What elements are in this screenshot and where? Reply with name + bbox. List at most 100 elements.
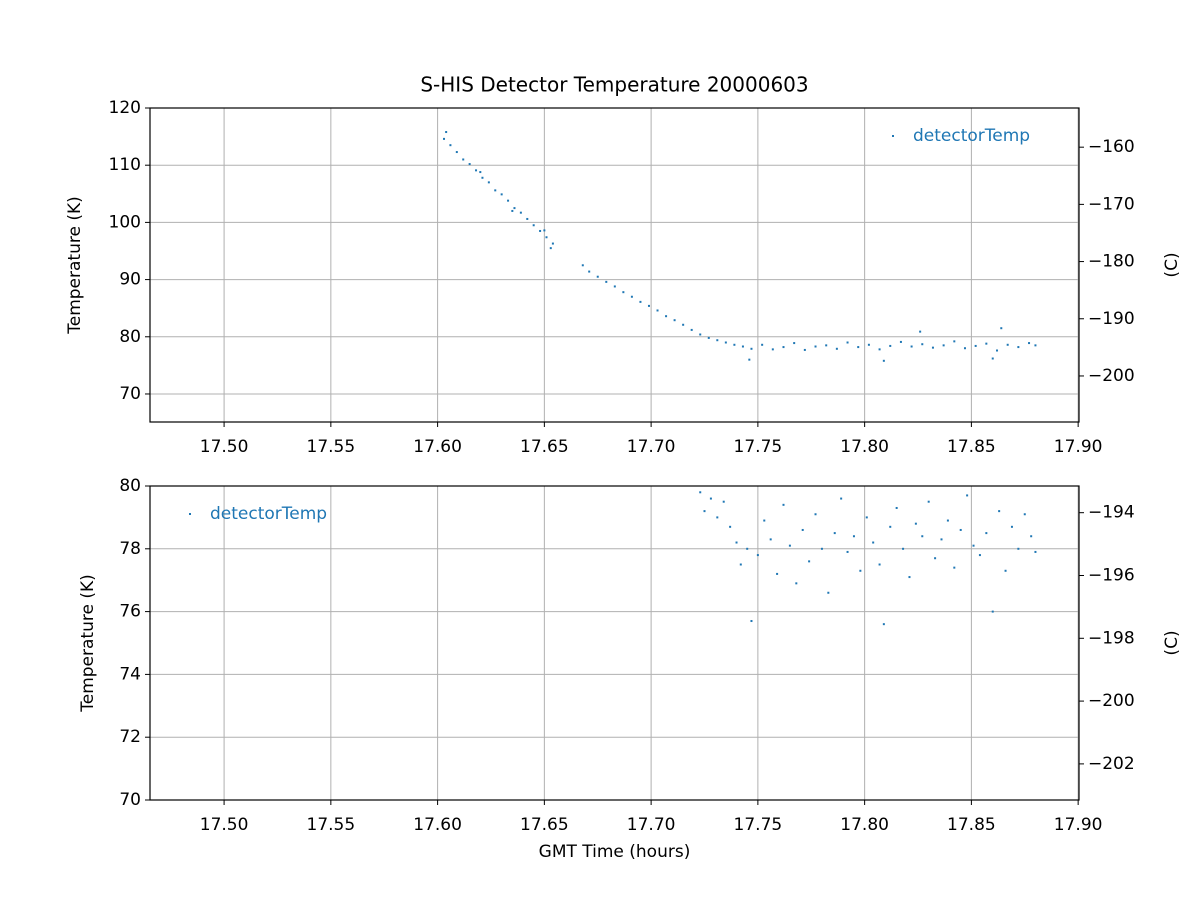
point (1006, 343, 1009, 346)
point (1000, 327, 1003, 330)
point (673, 319, 676, 322)
point (921, 343, 924, 346)
x-tick-label: 17.85 (947, 815, 996, 835)
point (613, 285, 616, 288)
point (889, 525, 892, 528)
x-tick-label: 17.90 (1054, 437, 1103, 457)
point (882, 359, 885, 362)
point (776, 572, 779, 575)
point (801, 528, 804, 531)
point (934, 557, 937, 560)
x-tick-label: 17.65 (520, 815, 569, 835)
point (468, 163, 471, 166)
point (978, 554, 981, 557)
point (735, 541, 738, 544)
point (513, 207, 516, 210)
point (833, 532, 836, 535)
point (543, 229, 546, 232)
point (750, 620, 753, 623)
x-tick-label: 17.50 (200, 437, 249, 457)
point (908, 576, 911, 579)
y-tick-label: 110 (109, 155, 141, 175)
point (746, 547, 749, 550)
point (455, 151, 458, 154)
point (507, 199, 510, 202)
y-tick-label: 76 (119, 602, 141, 622)
y2-tick-label: −198 (1088, 628, 1135, 648)
point (914, 522, 917, 525)
point (639, 300, 642, 303)
point (709, 497, 712, 500)
point (722, 500, 725, 503)
y2-tick-label: −160 (1088, 137, 1135, 157)
point (902, 547, 905, 550)
point (1010, 525, 1013, 528)
point (475, 169, 478, 172)
point (972, 544, 975, 547)
point (998, 510, 1001, 513)
point (622, 291, 625, 294)
point (716, 516, 719, 519)
point (545, 236, 548, 239)
y2-tick-label: −200 (1088, 366, 1135, 386)
point (825, 344, 828, 347)
point (895, 506, 898, 509)
point (974, 344, 977, 347)
point (596, 275, 599, 278)
y2-tick-label: −194 (1088, 503, 1135, 523)
y2-axis-label: (C) (1162, 630, 1182, 655)
y-tick-label: 80 (119, 327, 141, 347)
point (991, 357, 994, 360)
point (519, 211, 522, 214)
point (959, 528, 962, 531)
point (487, 181, 490, 184)
point (910, 345, 913, 348)
y-tick-label: 100 (109, 212, 141, 232)
point (605, 280, 608, 283)
y-tick-label: 70 (119, 384, 141, 404)
point (724, 341, 727, 344)
x-tick-label: 17.70 (627, 437, 676, 457)
y2-tick-label: −170 (1088, 194, 1135, 214)
axes-frame (149, 107, 1080, 423)
point (808, 560, 811, 563)
point (739, 563, 742, 566)
point (479, 171, 482, 174)
point (985, 532, 988, 535)
x-tick-label: 17.75 (734, 815, 783, 835)
point (840, 497, 843, 500)
y-tick-label: 78 (119, 539, 141, 559)
point (942, 344, 945, 347)
point (1030, 535, 1033, 538)
point (857, 346, 860, 349)
point (919, 330, 922, 333)
y2-tick-label: −196 (1088, 565, 1135, 585)
y2-tick-label: −190 (1088, 309, 1135, 329)
point (707, 336, 710, 339)
point (526, 217, 529, 220)
point (699, 333, 702, 336)
point (581, 264, 584, 267)
plot-area (443, 131, 1037, 362)
point (481, 176, 484, 179)
x-tick-label: 17.90 (1054, 815, 1103, 835)
y-tick-label: 120 (109, 98, 141, 118)
legend-marker (892, 135, 894, 137)
point (1017, 346, 1020, 349)
point (865, 516, 868, 519)
point (788, 544, 791, 547)
y2-axis-label: (C) (1162, 252, 1182, 277)
point (899, 340, 902, 343)
point (852, 535, 855, 538)
legend-marker (189, 513, 191, 515)
y2-tick-label: −200 (1088, 691, 1135, 711)
y-axis-label: Temperature (K) (78, 574, 98, 713)
y2-tick-label: −180 (1088, 252, 1135, 272)
point (511, 209, 514, 212)
point (647, 304, 650, 307)
point (963, 347, 966, 350)
x-tick-label: 17.50 (200, 815, 249, 835)
x-tick-label: 17.80 (840, 437, 889, 457)
point (878, 563, 881, 566)
